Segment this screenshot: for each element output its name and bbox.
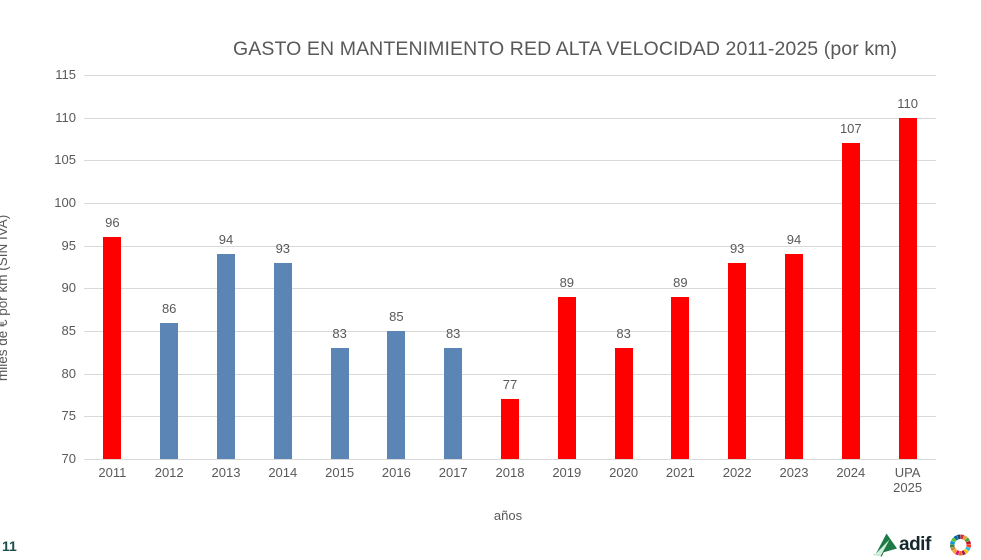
svg-text:adif: adif (899, 534, 932, 555)
